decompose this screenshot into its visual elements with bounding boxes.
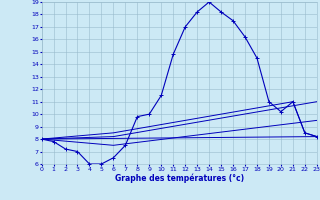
X-axis label: Graphe des températures (°c): Graphe des températures (°c) xyxy=(115,173,244,183)
